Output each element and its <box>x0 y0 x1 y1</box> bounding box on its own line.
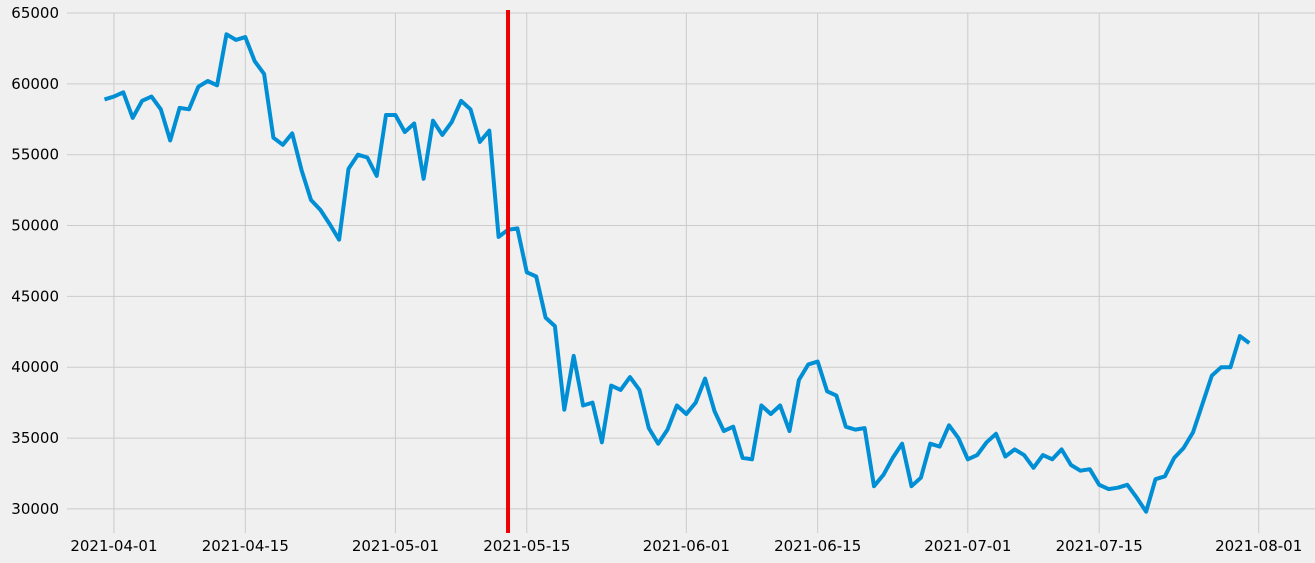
x-tick-label: 2021-05-01 <box>352 537 439 555</box>
y-tick-label: 45000 <box>11 287 59 305</box>
price-series-line <box>103 32 1251 514</box>
y-tick-label: 50000 <box>11 217 59 235</box>
x-tick-label: 2021-04-01 <box>70 537 157 555</box>
x-tick-label: 2021-04-15 <box>202 537 289 555</box>
y-tick-label: 35000 <box>11 429 59 447</box>
y-tick-label: 55000 <box>11 146 59 164</box>
grid-layer <box>67 12 1315 533</box>
x-tick-label: 2021-06-01 <box>643 537 730 555</box>
y-tick-label: 40000 <box>11 358 59 376</box>
series-layer <box>103 32 1251 514</box>
x-tick-label: 2021-07-01 <box>924 537 1011 555</box>
y-tick-label: 30000 <box>11 500 59 518</box>
tick-layer: 30000 35000 40000 45000 50000 55000 60000 65000… <box>11 4 1302 555</box>
x-tick-label: 2021-05-15 <box>483 537 570 555</box>
y-tick-label: 60000 <box>11 75 59 93</box>
x-tick-label: 2021-06-15 <box>774 537 861 555</box>
x-tick-label: 2021-08-01 <box>1215 537 1302 555</box>
y-tick-label: 65000 <box>11 4 59 22</box>
x-tick-label: 2021-07-15 <box>1056 537 1143 555</box>
